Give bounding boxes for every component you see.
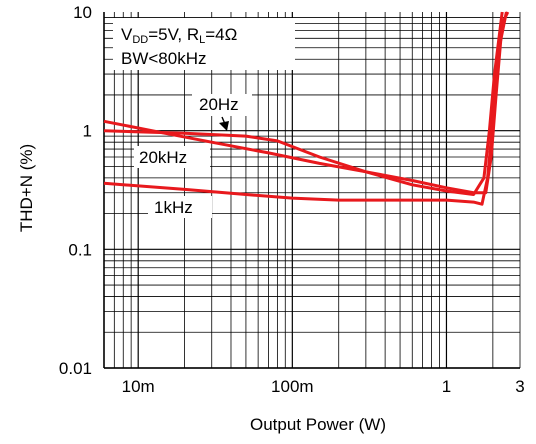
subscript-part: L <box>199 34 205 46</box>
x-axis-title: Output Power (W) <box>250 415 386 434</box>
conditions-text: VDD=5V, RL=4Ω <box>121 25 237 46</box>
text-part: =4Ω <box>205 25 237 44</box>
grid-layer <box>103 12 521 369</box>
curve-label-bg <box>134 146 210 168</box>
bandwidth-text: BW<80kHz <box>121 49 207 68</box>
conditions-note: VDD=5V, RL=4Ω BW<80kHz <box>113 18 295 70</box>
x-tick-label: 100m <box>271 377 314 396</box>
y-tick-label: 0.01 <box>59 359 92 378</box>
y-tick-label: 1 <box>83 122 92 141</box>
curve-label-text: 20Hz <box>199 95 239 114</box>
annotation-layer: VDD=5V, RL=4Ω BW<80kHz 20Hz 20kHz 1kHz <box>113 18 295 218</box>
curve-label-bg <box>148 196 212 218</box>
curve-label-20kHz: 20kHz <box>134 146 210 168</box>
curve-label-bg <box>192 94 252 116</box>
x-tick-label: 10m <box>122 377 155 396</box>
conditions-box-bg <box>113 18 295 70</box>
x-tick-label: 1 <box>442 377 451 396</box>
text-part: V <box>121 25 133 44</box>
y-tick-label: 0.1 <box>68 240 92 259</box>
subscript-part: DD <box>132 34 148 46</box>
y-tick-label: 10 <box>73 3 92 22</box>
curve-label-text: 1kHz <box>154 198 193 217</box>
series-line-20Hz <box>103 11 504 196</box>
tick-label-layer: 10m 100m 1 3 10 1 0.1 0.01 <box>59 3 525 396</box>
series-line-1kHz <box>103 11 508 206</box>
label-arrow-head <box>219 121 229 131</box>
curve-label-1kHz: 1kHz <box>148 196 212 218</box>
y-axis-title: THD+N (%) <box>17 144 36 232</box>
curve-label-text: 20kHz <box>139 148 187 167</box>
x-tick-label: 3 <box>515 377 524 396</box>
curve-label-20Hz: 20Hz <box>192 94 252 131</box>
text-part: =5V, R <box>148 25 199 44</box>
series-layer <box>103 11 510 206</box>
